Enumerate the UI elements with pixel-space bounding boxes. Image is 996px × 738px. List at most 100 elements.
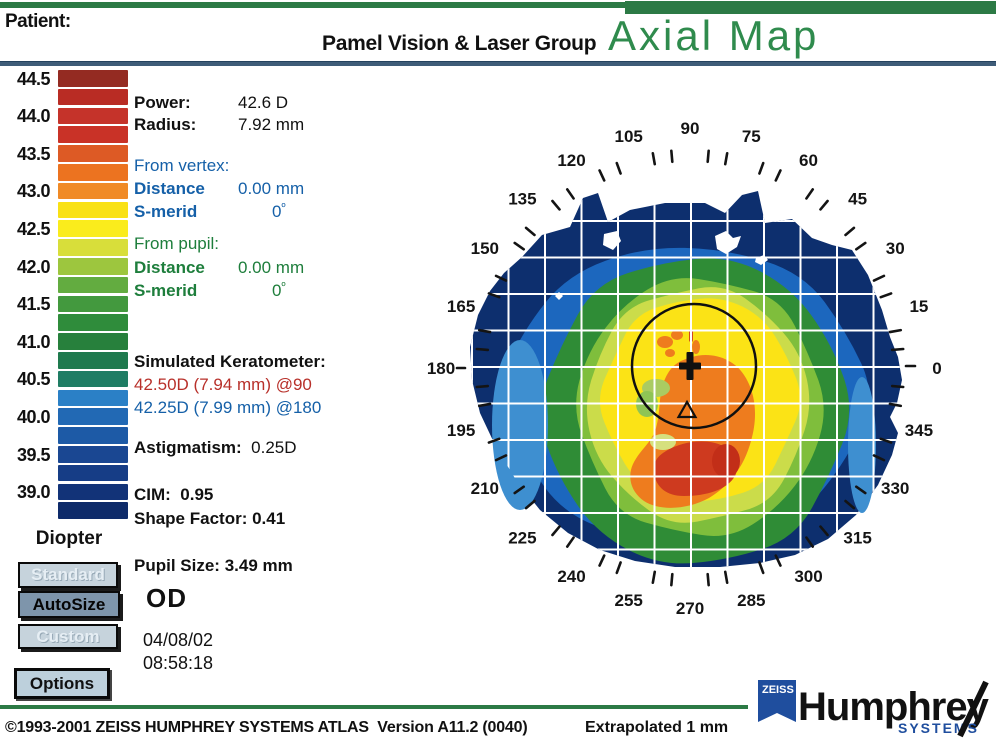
meridian-label: 210 — [471, 479, 499, 498]
meridian-tick — [565, 536, 575, 548]
meridian-label: 30 — [886, 239, 905, 258]
scale-tick-label: 41.5 — [16, 294, 51, 315]
meridian-tick — [888, 328, 903, 334]
copyright-text: ©1993-2001 ZEISS HUMPHREY SYSTEMS ATLAS … — [5, 719, 528, 736]
meridian-tick — [477, 402, 492, 408]
meridian-tick — [758, 561, 765, 575]
scale-tick-label: 44.5 — [16, 68, 51, 89]
scale-swatch — [58, 258, 128, 275]
scale-swatch — [58, 370, 128, 388]
meridian-tick — [475, 347, 490, 352]
meridian-label: 15 — [909, 297, 928, 316]
meridian-tick — [854, 485, 867, 495]
from-vertex-title: From vertex: — [134, 156, 230, 175]
meridian-label: 120 — [557, 151, 585, 170]
meridian-tick — [670, 149, 674, 164]
meridian-label: 285 — [737, 591, 765, 610]
meridian-tick — [888, 402, 903, 408]
shape-factor-label: Shape Factor: — [134, 509, 248, 528]
meridian-label: 270 — [676, 599, 704, 618]
scale-tick-label: 41.0 — [16, 331, 51, 352]
meridian-tick — [758, 161, 765, 175]
zeiss-flag-icon — [758, 680, 796, 722]
eye-indicator: OD — [146, 583, 187, 613]
humphrey-logo-text: Humphrey — [798, 685, 990, 729]
meridian-tick — [551, 199, 561, 211]
light-blue-band-right — [848, 377, 876, 513]
scale-swatch — [58, 239, 128, 256]
scale-swatch — [58, 333, 128, 350]
scale-tick-label: 39.5 — [16, 444, 51, 465]
pupil-size-label: Pupil Size: — [134, 556, 220, 575]
options-button[interactable]: Options — [14, 668, 110, 699]
meridian-tick — [477, 328, 492, 334]
pupil-distance-value: 0.00 mm — [238, 258, 305, 277]
meridian-tick — [706, 572, 710, 587]
top-green-bar-right — [625, 1, 996, 14]
meridian-tick — [524, 226, 536, 237]
meridian-label: 255 — [615, 591, 643, 610]
meridian-tick — [890, 347, 905, 352]
meridian-tick — [805, 536, 815, 548]
pupil-smerid-row: S-merid 0º — [134, 280, 286, 301]
meridian-label: 240 — [557, 567, 585, 586]
scale-tick-label: 44.0 — [16, 106, 51, 127]
cim-row: CIM: 0.95 — [134, 485, 213, 505]
meridian-tick — [723, 570, 729, 584]
exam-date: 04/08/02 — [143, 630, 214, 650]
diopter-color-scale: 44.5 44.0 43.5 43.0 42.5 42.0 41.5 41.0 40.5 40.0… — [8, 70, 130, 525]
pupil-smerid-value: 0º — [272, 280, 286, 300]
meridian-tick — [651, 152, 657, 166]
scale-swatch — [58, 70, 128, 87]
astigmatism-value: 0.25D — [251, 438, 297, 457]
meridian-tick — [487, 437, 501, 444]
custom-button[interactable]: Custom — [18, 624, 118, 649]
patient-label: Patient: — [5, 11, 71, 32]
scale-swatch — [58, 126, 128, 143]
axial-topography-map: 0 15 30 45 60 75 90 105 120 135 150 165 180 195 210 225… — [427, 119, 942, 618]
clinic-name: Pamel Vision & Laser Group — [322, 32, 597, 55]
standard-button[interactable]: Standard — [18, 562, 118, 588]
top-green-bar — [0, 2, 996, 8]
cim-label: CIM: — [134, 485, 171, 504]
meridian-label: 75 — [742, 127, 761, 146]
meridian-tick — [565, 188, 575, 200]
pupil-center-triangle-marker — [676, 399, 698, 419]
scale-tick-label: 43.5 — [16, 143, 51, 164]
meridian-label: 45 — [848, 189, 867, 208]
power-value: 42.6 D — [238, 93, 289, 112]
autosize-button[interactable]: AutoSize — [18, 591, 120, 618]
scale-swatch — [58, 201, 128, 219]
meridian-tick — [805, 188, 815, 200]
systems-logo-text: SYSTEMS — [898, 720, 979, 736]
scale-swatch — [58, 389, 128, 407]
pupil-distance-label: Distance — [134, 258, 205, 277]
shape-factor-value: 0.41 — [252, 509, 286, 528]
meridian-tick — [494, 274, 508, 282]
scale-swatch — [58, 182, 128, 200]
meridian-tick — [598, 169, 606, 182]
scale-swatch — [58, 446, 128, 463]
meridian-tick — [879, 437, 893, 444]
scale-swatch — [58, 145, 128, 162]
exam-time: 08:58:18 — [143, 653, 214, 673]
meridian-label: 330 — [881, 479, 909, 498]
simk-title: Simulated Keratometer: — [134, 352, 326, 371]
astigmatism-row: Astigmatism: 0.25D — [134, 438, 297, 458]
meridian-tick — [872, 274, 886, 282]
scale-swatch — [58, 464, 128, 482]
scale-swatch — [58, 352, 128, 369]
meridian-tick — [524, 499, 536, 510]
scale-swatch — [58, 408, 128, 425]
footer-divider — [0, 705, 748, 709]
meridian-tick — [844, 226, 856, 237]
meridian-label: 105 — [615, 127, 643, 146]
meridian-tick — [890, 384, 905, 389]
logo-slash — [957, 680, 989, 738]
radius-row: Radius: 7.92 mm — [134, 115, 304, 135]
scale-swatch — [58, 502, 128, 519]
meridian-label: 195 — [447, 421, 475, 440]
zeiss-logo-text: ZEISS — [762, 684, 794, 696]
meridian-label: 60 — [799, 151, 818, 170]
